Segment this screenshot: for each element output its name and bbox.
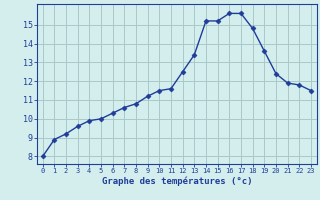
X-axis label: Graphe des températures (°c): Graphe des températures (°c)	[101, 177, 252, 186]
